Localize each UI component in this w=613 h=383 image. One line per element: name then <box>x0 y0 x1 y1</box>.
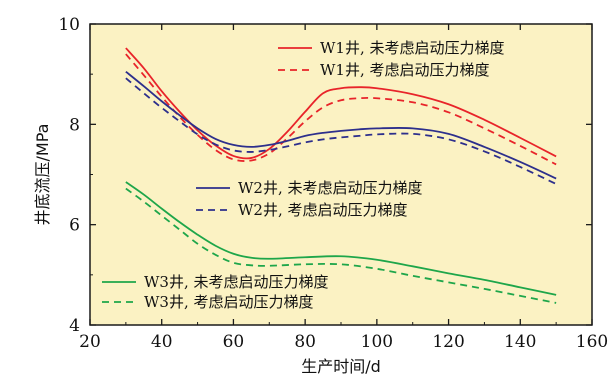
x-tick-label: 120 <box>432 332 464 352</box>
x-tick-label: 60 <box>223 332 245 352</box>
legend-entry-w1-without-gradient: W1井, 未考虑启动压力梯度 <box>278 39 505 57</box>
axes-layer: 20 40 60 80 100 120 140 160 4 6 8 10 <box>58 15 608 352</box>
y-axis-title: 井底流压/MPa <box>33 124 52 226</box>
legend-label: W2井, 考虑启动压力梯度 <box>238 201 408 219</box>
series-line-w2-with-gradient <box>125 77 557 185</box>
x-tick-label: 40 <box>151 332 173 352</box>
x-tick-label: 100 <box>361 332 393 352</box>
y-tick-label: 10 <box>58 15 80 35</box>
y-tick-label: 8 <box>69 115 80 135</box>
y-tick-label: 6 <box>69 216 80 236</box>
legend-layer: W1井, 未考虑启动压力梯度 W1井, 考虑启动压力梯度 W2井, 未考虑启动压力梯… <box>102 39 505 311</box>
x-axis-title: 生产时间/d <box>301 357 381 376</box>
legend-label: W2井, 未考虑启动压力梯度 <box>238 179 423 197</box>
legend-label: W3井, 未考虑启动压力梯度 <box>144 273 329 291</box>
series-line-w1-with-gradient <box>125 53 557 166</box>
legend-label: W1井, 考虑启动压力梯度 <box>320 61 490 79</box>
series-line-w1-without-gradient <box>125 47 557 160</box>
x-tick-label: 160 <box>576 332 608 352</box>
plot-area <box>90 24 592 325</box>
legend-entry-w2-with-gradient: W2井, 考虑启动压力梯度 <box>196 201 408 219</box>
series-line-w3-without-gradient <box>125 181 557 296</box>
legend-label: W3井, 考虑启动压力梯度 <box>144 293 314 311</box>
legend-entry-w1-with-gradient: W1井, 考虑启动压力梯度 <box>278 61 490 79</box>
x-tick-label: 140 <box>504 332 536 352</box>
series-line-w3-with-gradient <box>125 187 557 304</box>
series-layer <box>125 47 557 304</box>
legend-entry-w3-with-gradient: W3井, 考虑启动压力梯度 <box>102 293 314 311</box>
y-tick-label: 4 <box>69 316 80 336</box>
legend-label: W1井, 未考虑启动压力梯度 <box>320 39 505 57</box>
legend-entry-w3-without-gradient: W3井, 未考虑启动压力梯度 <box>102 273 329 291</box>
x-tick-label: 80 <box>294 332 316 352</box>
x-tick-label: 20 <box>79 332 101 352</box>
series-line-w2-without-gradient <box>125 70 557 180</box>
legend-entry-w2-without-gradient: W2井, 未考虑启动压力梯度 <box>196 179 423 197</box>
